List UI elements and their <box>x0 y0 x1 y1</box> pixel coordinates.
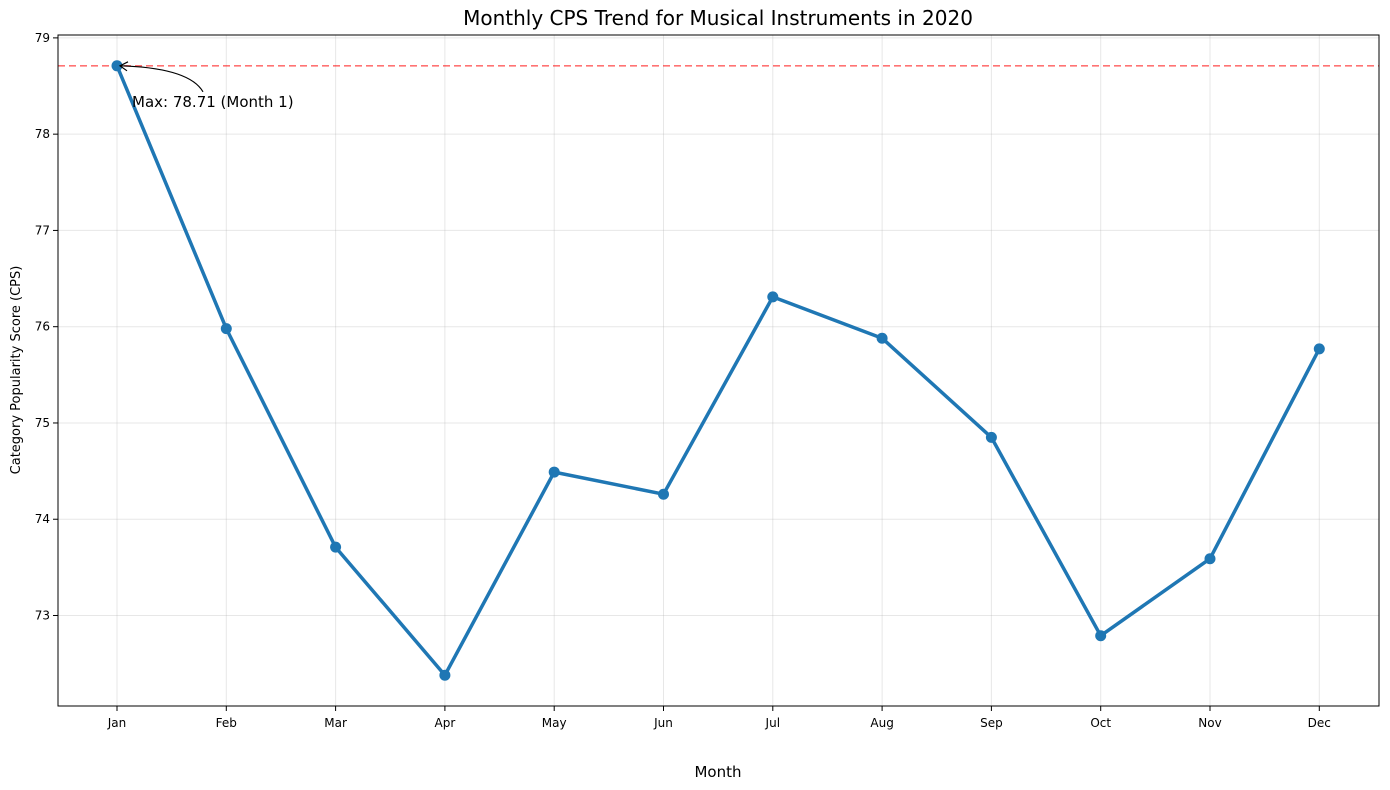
data-point <box>439 669 451 681</box>
data-point <box>985 431 997 443</box>
x-axis-label: Month <box>694 763 741 781</box>
data-point <box>330 541 342 553</box>
x-tick-label: Aug <box>870 716 893 730</box>
data-point <box>876 332 888 344</box>
y-axis-ticks: 73 74 75 76 77 78 79 <box>35 31 58 623</box>
x-tick-label: May <box>542 716 567 730</box>
data-point <box>1313 343 1325 355</box>
y-tick-label: 78 <box>35 127 50 141</box>
data-point <box>111 60 123 72</box>
y-tick-label: 76 <box>35 320 50 334</box>
x-tick-label: Nov <box>1198 716 1221 730</box>
x-tick-label: Jul <box>765 716 780 730</box>
data-point <box>1095 630 1107 642</box>
x-tick-label: Jan <box>107 716 127 730</box>
y-tick-label: 79 <box>35 31 50 45</box>
y-tick-label: 73 <box>35 609 50 623</box>
data-point <box>548 466 560 478</box>
max-annotation: Max: 78.71 (Month 1) <box>118 61 294 111</box>
x-axis-ticks: Jan Feb Mar Apr May Jun Jul Aug Sep Oct Nov Dec <box>107 706 1331 730</box>
y-tick-label: 75 <box>35 416 50 430</box>
x-tick-label: Dec <box>1308 716 1331 730</box>
annotation-arrow <box>119 65 204 93</box>
x-tick-label: Mar <box>324 716 347 730</box>
annotation-label: Max: 78.71 (Month 1) <box>132 93 294 111</box>
data-point <box>1204 553 1216 565</box>
x-tick-label: Apr <box>435 716 456 730</box>
grid <box>58 35 1379 706</box>
x-tick-label: Oct <box>1090 716 1111 730</box>
series-polyline <box>115 65 1321 677</box>
x-tick-label: Feb <box>216 716 237 730</box>
y-axis-label: Category Popularity Score (CPS) <box>9 266 24 475</box>
y-tick-label: 74 <box>35 512 50 526</box>
x-tick-label: Jun <box>653 716 673 730</box>
annotation-arrowhead <box>118 61 129 72</box>
data-point <box>220 323 232 335</box>
x-tick-label: Sep <box>980 716 1003 730</box>
chart-title: Monthly CPS Trend for Musical Instrument… <box>463 6 973 30</box>
plot-frame <box>57 34 1380 707</box>
y-tick-label: 77 <box>35 223 50 237</box>
series-markers <box>111 60 1325 681</box>
series-line <box>115 65 1321 677</box>
data-point <box>767 291 779 303</box>
data-point <box>658 488 669 500</box>
